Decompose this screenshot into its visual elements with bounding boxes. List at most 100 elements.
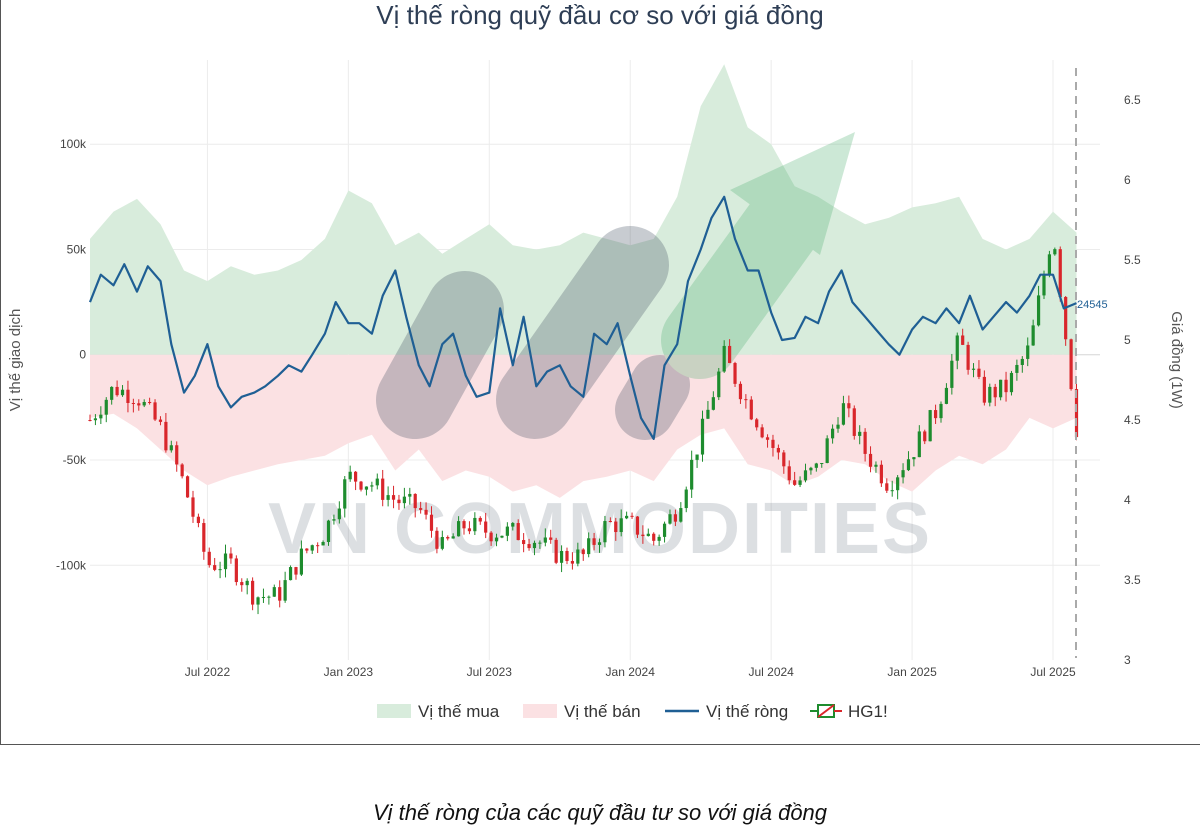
- candle-body: [402, 496, 406, 504]
- candle-body: [755, 419, 759, 428]
- right-tick-label: 4: [1124, 493, 1131, 507]
- candle-body: [690, 459, 694, 490]
- left-tick-label: 0: [79, 348, 86, 362]
- left-tick-label: 50k: [67, 242, 87, 256]
- legend-label-long: Vị thế mua: [418, 702, 500, 721]
- candle-body: [310, 545, 314, 551]
- candle-body: [126, 389, 130, 404]
- candle-body: [424, 509, 428, 515]
- candle-body: [700, 418, 705, 455]
- arrow-shape-3: [615, 355, 690, 440]
- candle-body: [234, 558, 238, 583]
- arrow-shape-4: [661, 132, 855, 379]
- candle-body: [830, 428, 835, 439]
- candle-body: [207, 551, 211, 566]
- candle-body: [413, 493, 417, 509]
- candle-body: [446, 537, 450, 539]
- candle-body: [966, 344, 970, 370]
- candle-body: [543, 537, 547, 543]
- candle-body: [657, 536, 661, 541]
- arrow-shape-2: [496, 226, 669, 439]
- candle-body: [419, 508, 423, 510]
- candle-body: [353, 471, 358, 482]
- candle-body: [473, 517, 477, 532]
- short-position-area: [90, 354, 1077, 498]
- candle-body: [1015, 364, 1019, 373]
- legend-label-short: Vị thế bán: [564, 702, 641, 721]
- candle-body: [836, 424, 840, 429]
- candle-body: [332, 519, 336, 521]
- candle-body: [608, 521, 612, 523]
- watermark-text: VN COMMODITIES: [268, 489, 932, 569]
- candle-body: [630, 515, 634, 517]
- candle-body: [381, 478, 385, 500]
- candle-body: [288, 567, 293, 581]
- candle-body: [635, 516, 640, 535]
- candle-body: [706, 409, 710, 419]
- candle-body: [110, 386, 114, 400]
- candle-body: [592, 538, 596, 545]
- candle-body: [787, 466, 791, 481]
- candle-body: [440, 537, 444, 549]
- legend-item-hg1[interactable]: HG1!: [810, 702, 888, 721]
- candle-body: [348, 471, 352, 480]
- candle-body: [1053, 249, 1057, 255]
- x-tick-label: Jan 2025: [887, 665, 937, 679]
- x-tick-label: Jan 2023: [324, 665, 374, 679]
- candle-body: [852, 408, 856, 436]
- candle-body: [245, 580, 249, 586]
- candlesticks: [88, 246, 1079, 615]
- candle-body: [532, 542, 537, 549]
- candle-body: [435, 530, 439, 549]
- legend-swatch-short: [523, 704, 557, 718]
- candle-body: [776, 447, 780, 453]
- candle-body: [213, 565, 217, 570]
- candle-body: [961, 335, 965, 345]
- candle-body: [99, 414, 103, 419]
- candle-body: [982, 376, 986, 403]
- candle-body: [906, 459, 911, 471]
- candle-body: [522, 540, 526, 545]
- right-tick-label: 6.5: [1124, 93, 1141, 107]
- legend-item-short[interactable]: Vị thế bán: [523, 702, 641, 721]
- candle-body: [202, 523, 206, 552]
- candle-body: [185, 476, 190, 498]
- candle-body: [728, 345, 732, 364]
- candle-body: [765, 437, 770, 440]
- candle-body: [614, 521, 618, 533]
- legend-item-net[interactable]: Vị thế ròng: [665, 702, 788, 721]
- legend-label-hg1: HG1!: [848, 702, 888, 721]
- legend-item-long[interactable]: Vị thế mua: [377, 702, 500, 721]
- candle-body: [142, 401, 146, 406]
- candle-body: [717, 371, 721, 398]
- candle-body: [820, 462, 824, 464]
- candle-body: [868, 453, 873, 467]
- candle-body: [619, 518, 623, 533]
- candle-body: [1058, 249, 1062, 297]
- left-axis-title: Vị thế giao dịch: [7, 309, 24, 412]
- candle-body: [511, 523, 515, 527]
- candle-body: [1047, 254, 1052, 275]
- candle-body: [261, 596, 266, 598]
- candle-body: [164, 421, 168, 451]
- candle-body: [337, 508, 341, 520]
- candle-body: [500, 535, 504, 538]
- right-axis-title: Giá đồng (1W): [1168, 311, 1185, 409]
- candle-body: [137, 403, 141, 406]
- candle-body: [760, 427, 764, 438]
- candle-body: [1009, 372, 1014, 393]
- candle-body: [955, 335, 959, 361]
- candle-body: [305, 548, 309, 551]
- candle-body: [429, 514, 434, 531]
- candle-body: [733, 363, 737, 384]
- legend-swatch-long: [377, 704, 411, 718]
- candle-body: [104, 399, 108, 415]
- candle-body: [191, 497, 195, 517]
- candle-body: [917, 431, 921, 458]
- candle-body: [814, 463, 818, 468]
- candle-body: [278, 587, 282, 601]
- candle-body: [901, 470, 905, 478]
- candle-body: [885, 483, 889, 491]
- candle-body: [988, 386, 992, 403]
- candle-body: [484, 521, 488, 533]
